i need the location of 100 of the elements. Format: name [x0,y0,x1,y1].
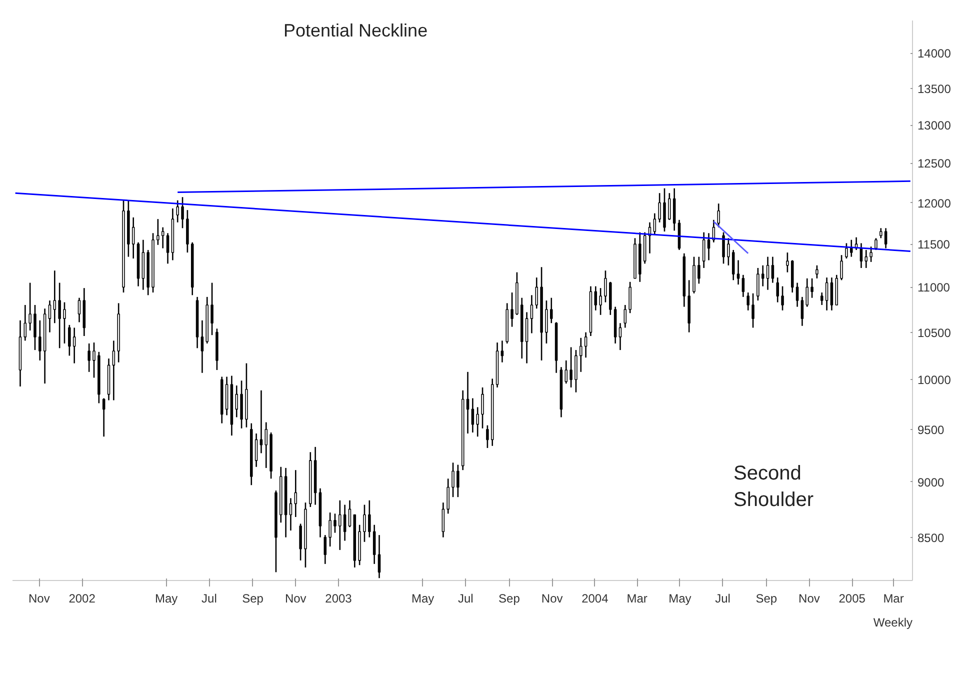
candlestick [800,296,804,327]
candlestick [727,238,730,266]
candlestick [235,384,238,418]
candlestick [752,292,754,328]
candlestick [746,292,750,312]
x-tick-label: Jul [458,592,474,606]
x-tick-label: Jul [202,592,217,606]
candlestick [702,232,706,269]
candlestick [294,469,298,518]
candlestick [722,232,725,264]
candlestick [510,292,514,328]
candlestick [658,192,661,224]
x-tick-label: Sep [242,592,264,606]
candlestick [264,422,268,469]
candlestick [825,276,828,312]
candlestick [348,500,352,528]
candlestick [299,523,302,562]
annotation: Second Shoulder [734,462,814,511]
x-tick-label: Nov [28,592,50,606]
candlestick [604,270,607,303]
candlestick [161,226,164,249]
candlestick [102,398,106,438]
candlestick [260,390,263,454]
y-tick-label: 12500 [918,156,952,171]
y-tick-label: 13000 [918,118,952,133]
y-tick-label: 14000 [918,46,952,61]
candlestick [466,371,470,434]
text: Weekly [873,616,912,630]
candlestick [781,286,784,312]
x-tick-label: 2003 [325,592,352,606]
candlestick [717,202,720,228]
candlestick [156,218,160,246]
candlestick [806,278,808,308]
candlestick [338,500,342,551]
candlestick [584,332,588,358]
candlestick [48,300,52,333]
candlestick [166,232,170,264]
annotation: Potential Neckline [284,20,428,40]
candlestick [628,281,632,314]
candlestick [452,462,454,498]
x-tick-label: Mar [626,592,648,606]
candlestick [343,504,346,542]
candlestick [63,302,66,344]
candlestick [742,274,745,298]
candlestick [574,349,578,393]
candlestick [884,228,888,249]
candlestick [564,360,568,384]
x-tick-label: Nov [798,592,820,606]
x-tick-label: Mar [883,592,904,606]
candlestick [328,512,332,548]
candlestick [874,238,878,251]
candlestick [535,276,538,310]
candlestick [668,192,671,221]
candlestick [698,256,700,284]
candlestick [653,212,656,236]
candlestick [766,256,770,290]
x-tick-label: Nov [541,592,563,606]
candlestick [830,276,834,312]
candlestick [820,292,824,306]
candlestick [500,340,504,363]
y-tick-label: 9500 [918,422,945,437]
candlestick [525,312,528,364]
x-tick-label: May [155,592,178,606]
candlestick [38,320,42,362]
candlestick [594,286,598,312]
candlestick [599,287,602,316]
candlestick [254,432,258,468]
candlestick [840,254,843,281]
x-tick-label: Sep [756,592,778,606]
candlestick [72,327,76,364]
candlestick [761,264,764,287]
candlestick [850,239,853,258]
candlestick [736,260,740,286]
candlestick [68,324,71,356]
candlestick [88,342,90,373]
x-tick-label: 2005 [838,592,866,606]
candlestick [132,216,135,260]
candlestick [200,320,204,374]
x-tick-label: Sep [498,592,520,606]
candlestick [776,276,779,303]
candlestick [28,282,32,332]
candlestick [476,406,479,438]
candlestick [880,228,882,239]
candlestick [732,249,735,281]
candlestick [446,478,450,514]
candlestick [181,196,184,229]
candlestick [78,297,81,323]
candlestick [58,282,61,349]
x-tick-label: May [668,592,692,606]
candlestick [442,502,445,538]
candlestick [372,524,376,565]
x-tick-label: Jul [715,592,730,606]
candlestick [210,282,214,336]
candlestick [864,249,868,269]
candlestick [796,282,799,308]
candlestick [481,386,484,430]
candlestick [816,264,818,280]
candlestick [570,346,572,388]
candlestick [24,304,27,342]
candlestick [845,242,848,260]
